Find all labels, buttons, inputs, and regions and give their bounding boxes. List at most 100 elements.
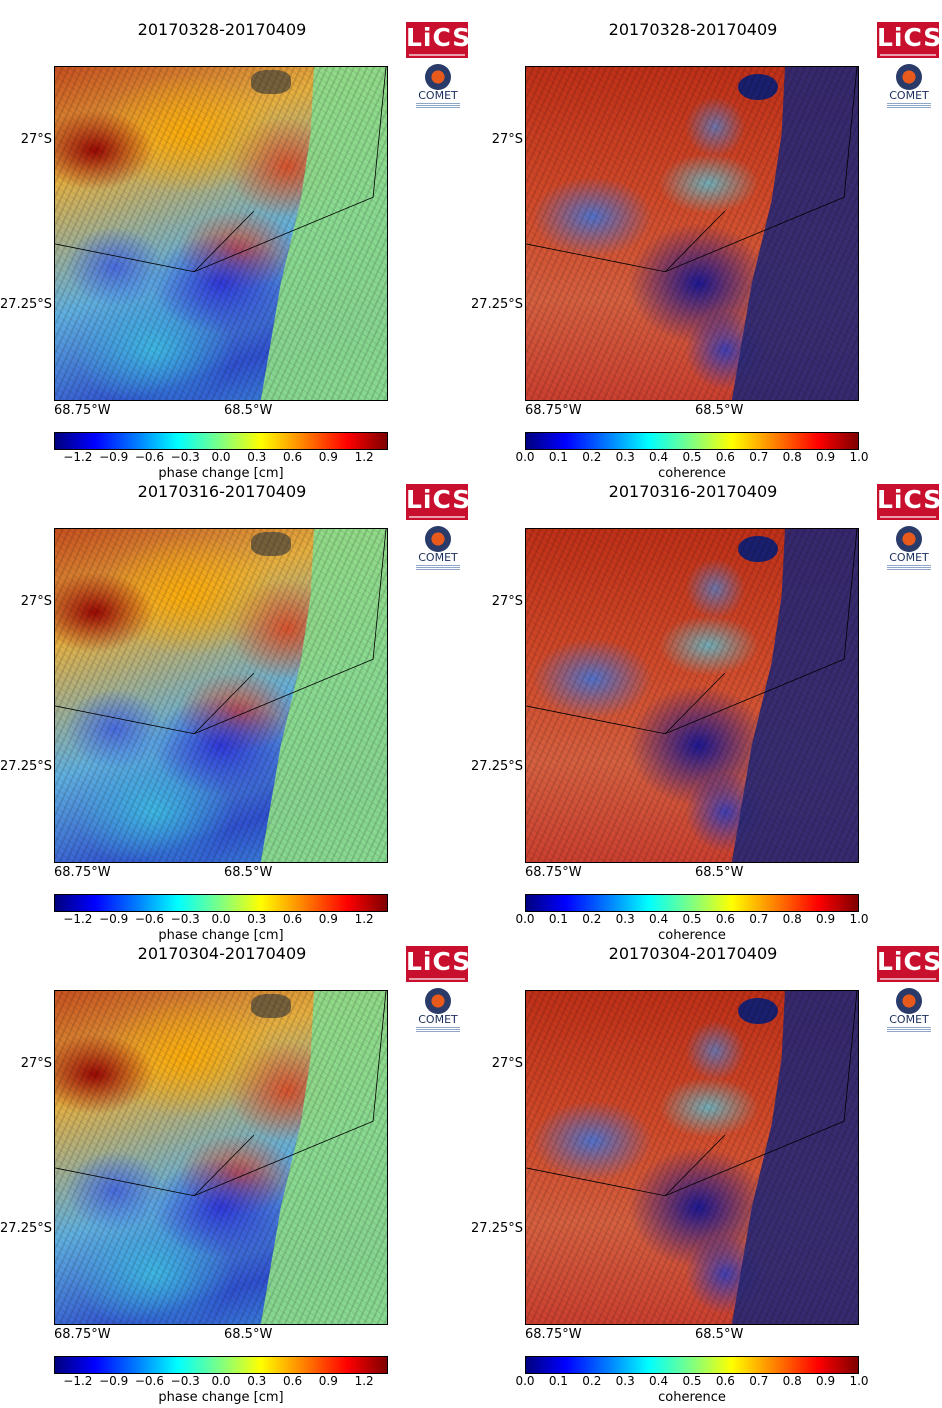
lat-tick-label: 27°S: [20, 1056, 52, 1071]
colorbar-label: coherence: [658, 466, 726, 481]
map-image: [54, 66, 388, 401]
colorbar-tick-label: −0.3: [170, 450, 200, 464]
colorbar: [525, 432, 859, 450]
boundary-lines: [526, 991, 858, 1197]
lat-tick-label: 27°S: [20, 132, 52, 147]
lat-tick-label: 27.25°S: [471, 759, 523, 774]
colorbar-tick-label: 1.2: [354, 912, 374, 926]
colorbar-tick-label: 0.0: [515, 912, 535, 926]
logo-block: LiCS COMET: [877, 22, 941, 109]
colorbar-tick-label: 0.0: [211, 1374, 231, 1388]
lake-region: [250, 994, 291, 1018]
comet-logo: COMET: [889, 89, 929, 102]
colorbar-ticks: 0.0 0.1 0.2 0.3 0.4 0.5 0.6 0.7 0.8 0.9 1.0: [515, 912, 868, 930]
phase-panel: 20170316-20170409 27°S 27.25°S 68.75°W 6…: [0, 482, 471, 946]
lake-region: [738, 73, 779, 101]
logo-block: LiCS COMET: [877, 484, 941, 571]
colorbar-tick-label: −0.3: [170, 912, 200, 926]
comet-subtitle-graphic: [887, 565, 931, 571]
colorbar-tick-label: 0.1: [548, 1374, 568, 1388]
colorbar-tick-label: 0.2: [582, 912, 602, 926]
colorbar-tick-label: 0.4: [649, 1374, 669, 1388]
map-image: [54, 528, 388, 863]
boundary-lines: [55, 67, 387, 273]
colorbar-ticks: 0.0 0.1 0.2 0.3 0.4 0.5 0.6 0.7 0.8 0.9 1.0: [515, 450, 868, 468]
colorbar-tick-label: 0.0: [515, 1374, 535, 1388]
colorbar-tick-label: 0.3: [247, 912, 267, 926]
colorbar-tick-label: 0.3: [247, 1374, 267, 1388]
panel-title: 20170328-20170409: [137, 20, 307, 39]
colorbar-tick-label: 0.9: [318, 450, 338, 464]
lics-logo: LiCS: [406, 946, 470, 982]
colorbar-tick-label: −1.2: [63, 450, 93, 464]
boundary-lines: [55, 529, 387, 735]
colorbar-tick-label: −0.3: [170, 1374, 200, 1388]
map-image: [525, 528, 859, 863]
comet-logo: COMET: [418, 1013, 458, 1026]
logo-block: LiCS COMET: [406, 946, 470, 1033]
colorbar-tick-label: 0.8: [782, 912, 802, 926]
lon-tick-label: 68.75°W: [525, 1327, 582, 1342]
comet-logo: COMET: [889, 1013, 929, 1026]
comet-icon: [896, 526, 922, 552]
lon-tick-label: 68.75°W: [54, 403, 111, 418]
colorbar-tick-label: 0.6: [715, 450, 735, 464]
colorbar-tick-label: 0.9: [318, 912, 338, 926]
coherence-panel: 20170328-20170409 27°S 27.25°S 68.75°W 6…: [471, 20, 942, 484]
colorbar-tick-label: 0.5: [682, 1374, 702, 1388]
colorbar: [525, 894, 859, 912]
colorbar-label: phase change [cm]: [158, 1390, 284, 1405]
colorbar-tick-label: 0.0: [211, 450, 231, 464]
lat-tick-label: 27°S: [491, 594, 523, 609]
lat-tick-label: 27.25°S: [0, 759, 52, 774]
phase-panel: 20170304-20170409 27°S 27.25°S 68.75°W 6…: [0, 944, 471, 1408]
lon-tick-label: 68.75°W: [54, 1327, 111, 1342]
colorbar-ticks: −1.2 −0.9 −0.6 −0.3 0.0 0.3 0.6 0.9 1.2: [54, 450, 388, 468]
comet-icon: [425, 988, 451, 1014]
colorbar: [525, 1356, 859, 1374]
colorbar-tick-label: 0.4: [649, 912, 669, 926]
colorbar-tick-label: −0.9: [99, 1374, 129, 1388]
lake-region: [738, 535, 779, 563]
colorbar-tick-label: 0.3: [247, 450, 267, 464]
colorbar-ticks: 0.0 0.1 0.2 0.3 0.4 0.5 0.6 0.7 0.8 0.9 1.0: [515, 1374, 868, 1392]
boundary-lines: [526, 529, 858, 735]
phase-panel: 20170328-20170409 27°S 27.25°S 68.75°W 6…: [0, 20, 471, 484]
logo-block: LiCS COMET: [406, 484, 470, 571]
colorbar-tick-label: 1.0: [849, 1374, 869, 1388]
comet-logo: COMET: [889, 551, 929, 564]
lat-tick-label: 27°S: [20, 594, 52, 609]
lon-tick-label: 68.5°W: [695, 1327, 744, 1342]
colorbar-tick-label: 0.0: [515, 450, 535, 464]
coherence-panel: 20170304-20170409 27°S 27.25°S 68.75°W 6…: [471, 944, 942, 1408]
colorbar-tick-label: −0.6: [134, 450, 164, 464]
colorbar-label: coherence: [658, 1390, 726, 1405]
comet-subtitle-graphic: [887, 1027, 931, 1033]
colorbar-tick-label: 0.2: [582, 1374, 602, 1388]
comet-icon: [896, 64, 922, 90]
colorbar-tick-label: 0.7: [749, 912, 769, 926]
colorbar-tick-label: 0.7: [749, 450, 769, 464]
colorbar-label: phase change [cm]: [158, 928, 284, 943]
colorbar-tick-label: 1.0: [849, 450, 869, 464]
colorbar-ticks: −1.2 −0.9 −0.6 −0.3 0.0 0.3 0.6 0.9 1.2: [54, 1374, 388, 1392]
colorbar-tick-label: 1.0: [849, 912, 869, 926]
panel-title: 20170304-20170409: [137, 944, 307, 963]
comet-subtitle-graphic: [887, 103, 931, 109]
colorbar-tick-label: 0.6: [283, 1374, 303, 1388]
lat-tick-label: 27.25°S: [0, 1221, 52, 1236]
lat-tick-label: 27°S: [491, 132, 523, 147]
colorbar-label: coherence: [658, 928, 726, 943]
lics-logo: LiCS: [877, 946, 941, 982]
comet-subtitle-graphic: [416, 565, 460, 571]
lon-tick-label: 68.75°W: [54, 865, 111, 880]
colorbar-tick-label: 0.4: [649, 450, 669, 464]
lics-logo: LiCS: [406, 484, 470, 520]
logo-block: LiCS COMET: [406, 22, 470, 109]
panel-title: 20170316-20170409: [608, 482, 778, 501]
colorbar-tick-label: 0.1: [548, 450, 568, 464]
colorbar-ticks: −1.2 −0.9 −0.6 −0.3 0.0 0.3 0.6 0.9 1.2: [54, 912, 388, 930]
colorbar-tick-label: 1.2: [354, 1374, 374, 1388]
lake-region: [250, 532, 291, 556]
comet-logo: COMET: [418, 551, 458, 564]
